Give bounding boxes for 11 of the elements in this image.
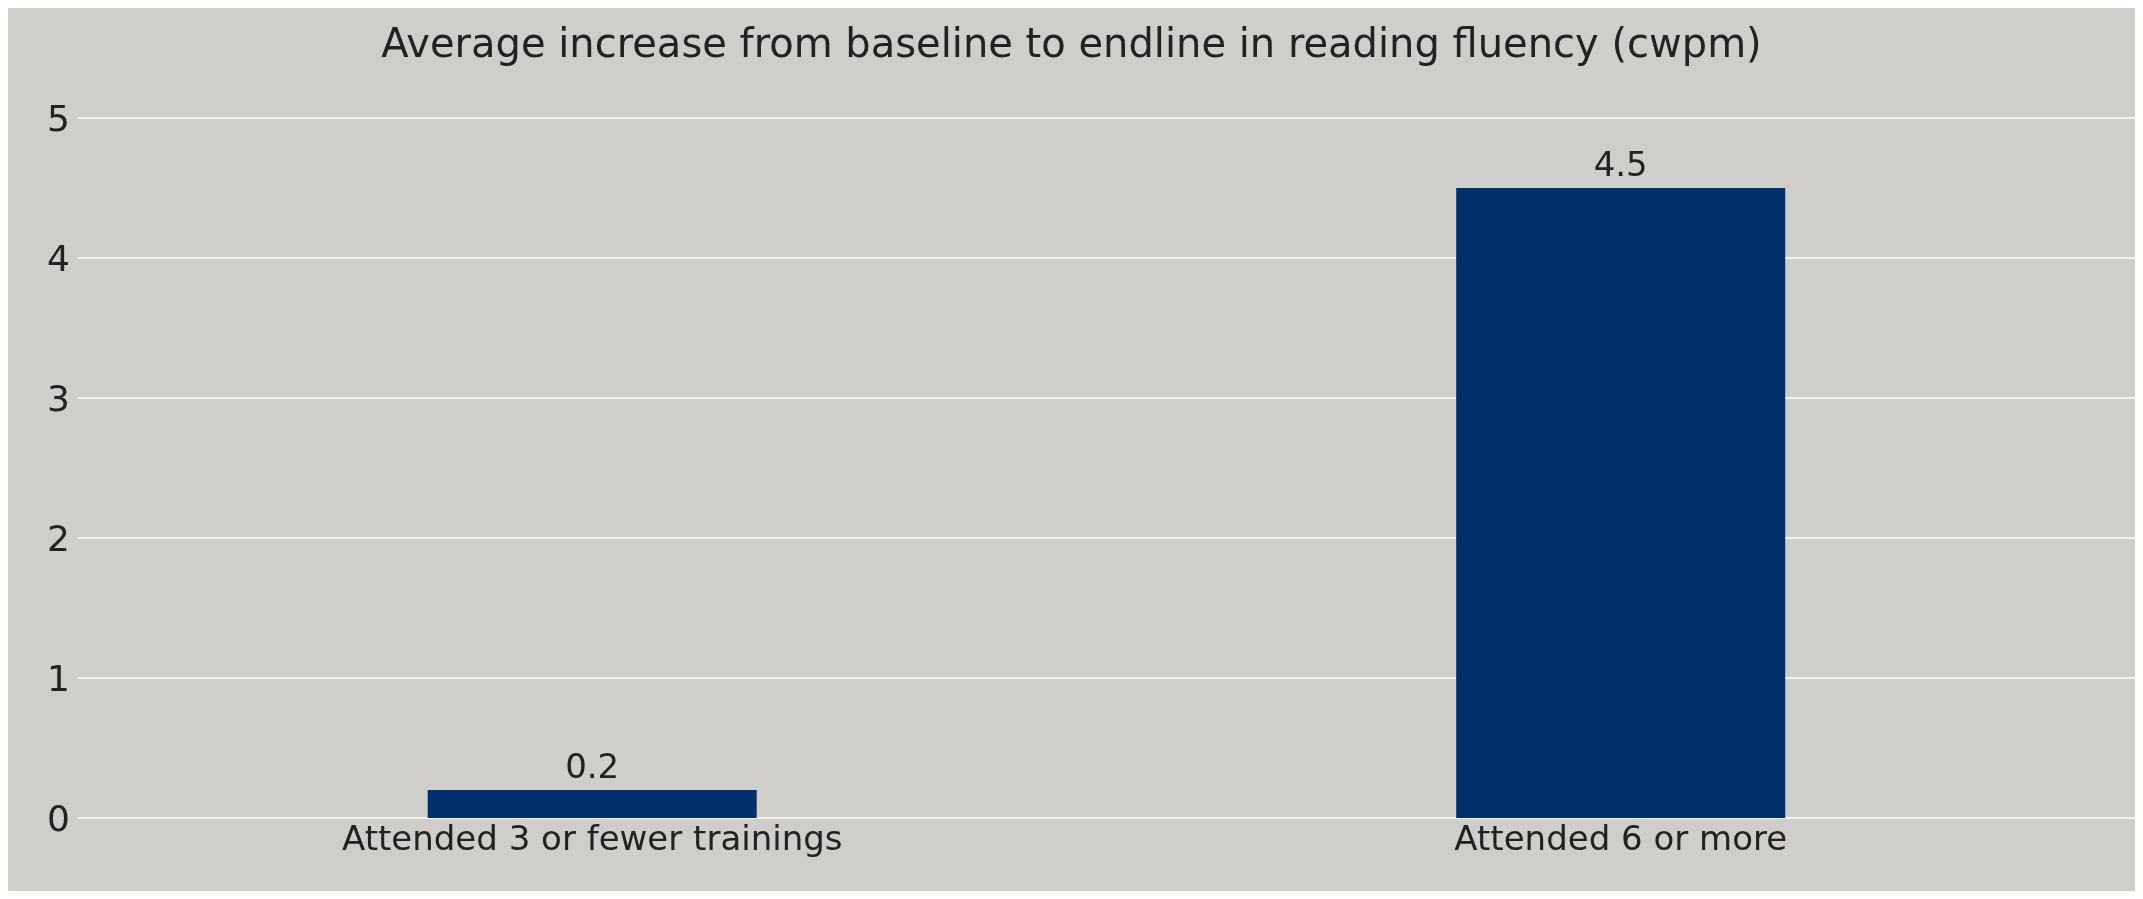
y-tick-label: 4 — [47, 237, 70, 279]
y-tick-label: 1 — [47, 657, 70, 699]
y-tick-label: 3 — [47, 377, 70, 419]
y-tick-label: 2 — [47, 517, 70, 559]
data-label: 4.5 — [1593, 144, 1648, 184]
y-tick-label: 0 — [47, 797, 70, 839]
chart-title: Average increase from baseline to endline in reading fluency (cwpm) — [380, 19, 1763, 68]
data-label: 0.2 — [565, 746, 620, 786]
y-tick-label: 5 — [47, 97, 70, 139]
x-tick-label: Attended 3 or fewer trainings — [341, 818, 843, 859]
x-tick-label: Attended 6 or more — [1454, 818, 1788, 859]
